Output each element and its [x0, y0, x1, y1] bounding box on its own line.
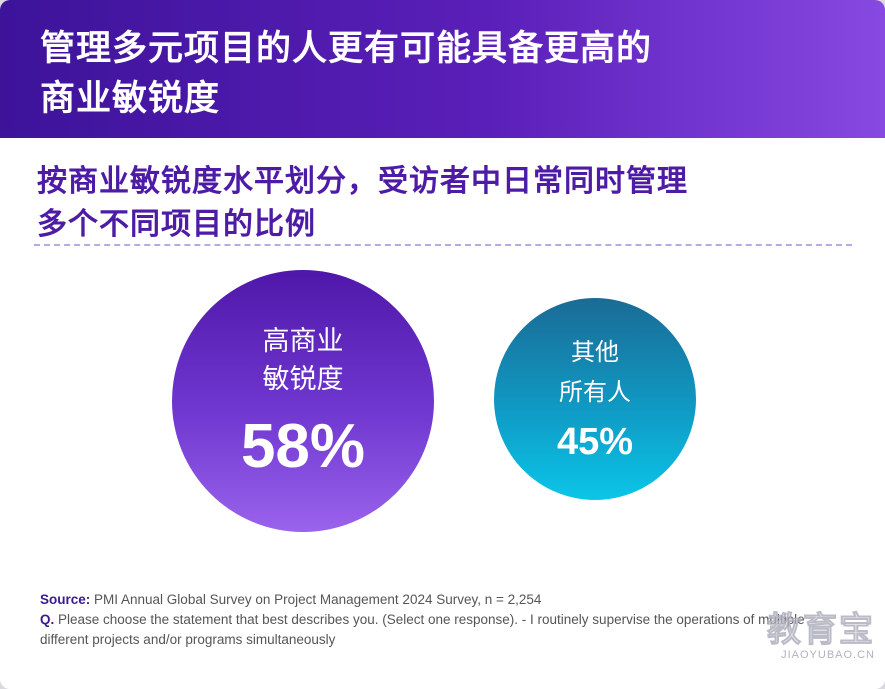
chart-subtitle-line-1: 按商业敏锐度水平划分，受访者中日常同时管理 [37, 164, 688, 199]
watermark-logo: 教育宝 [767, 610, 875, 650]
others-label-line-2: 所有人 [559, 378, 631, 406]
watermark: 教育宝 JIAOYUBAO.CN [745, 612, 875, 672]
header-banner: 管理多元项目的人更有可能具备更高的 商业敏锐度 [0, 0, 885, 138]
footnote: Source: PMI Annual Global Survey on Proj… [40, 590, 840, 650]
high-acumen-value: 58% [240, 412, 366, 481]
source-text: PMI Annual Global Survey on Project Mana… [90, 592, 542, 607]
question-label: Q. [40, 612, 55, 627]
others-label-line-1: 其他 [571, 338, 619, 366]
high-acumen-label-line-1: 高商业 [262, 326, 344, 357]
others-value: 45% [556, 421, 634, 463]
source-label: Source: [40, 592, 91, 607]
page-title: 管理多元项目的人更有可能具备更高的 商业敏锐度 [40, 24, 800, 124]
others-bubble: 其他 所有人 45% [494, 298, 696, 500]
watermark-url: JIAOYUBAO.CN [781, 649, 875, 661]
high-acumen-bubble: 高商业 敏锐度 58% [172, 270, 434, 532]
question-text: Please choose the statement that best de… [40, 612, 805, 647]
dashed-divider [34, 244, 852, 246]
chart-subtitle: 按商业敏锐度水平划分，受访者中日常同时管理 多个不同项目的比例 [37, 160, 827, 246]
page-title-line-1: 管理多元项目的人更有可能具备更高的 [40, 29, 653, 69]
chart-subtitle-line-2: 多个不同项目的比例 [37, 207, 316, 242]
high-acumen-label-line-2: 敏锐度 [262, 364, 344, 395]
page-title-line-2: 商业敏锐度 [40, 79, 221, 119]
